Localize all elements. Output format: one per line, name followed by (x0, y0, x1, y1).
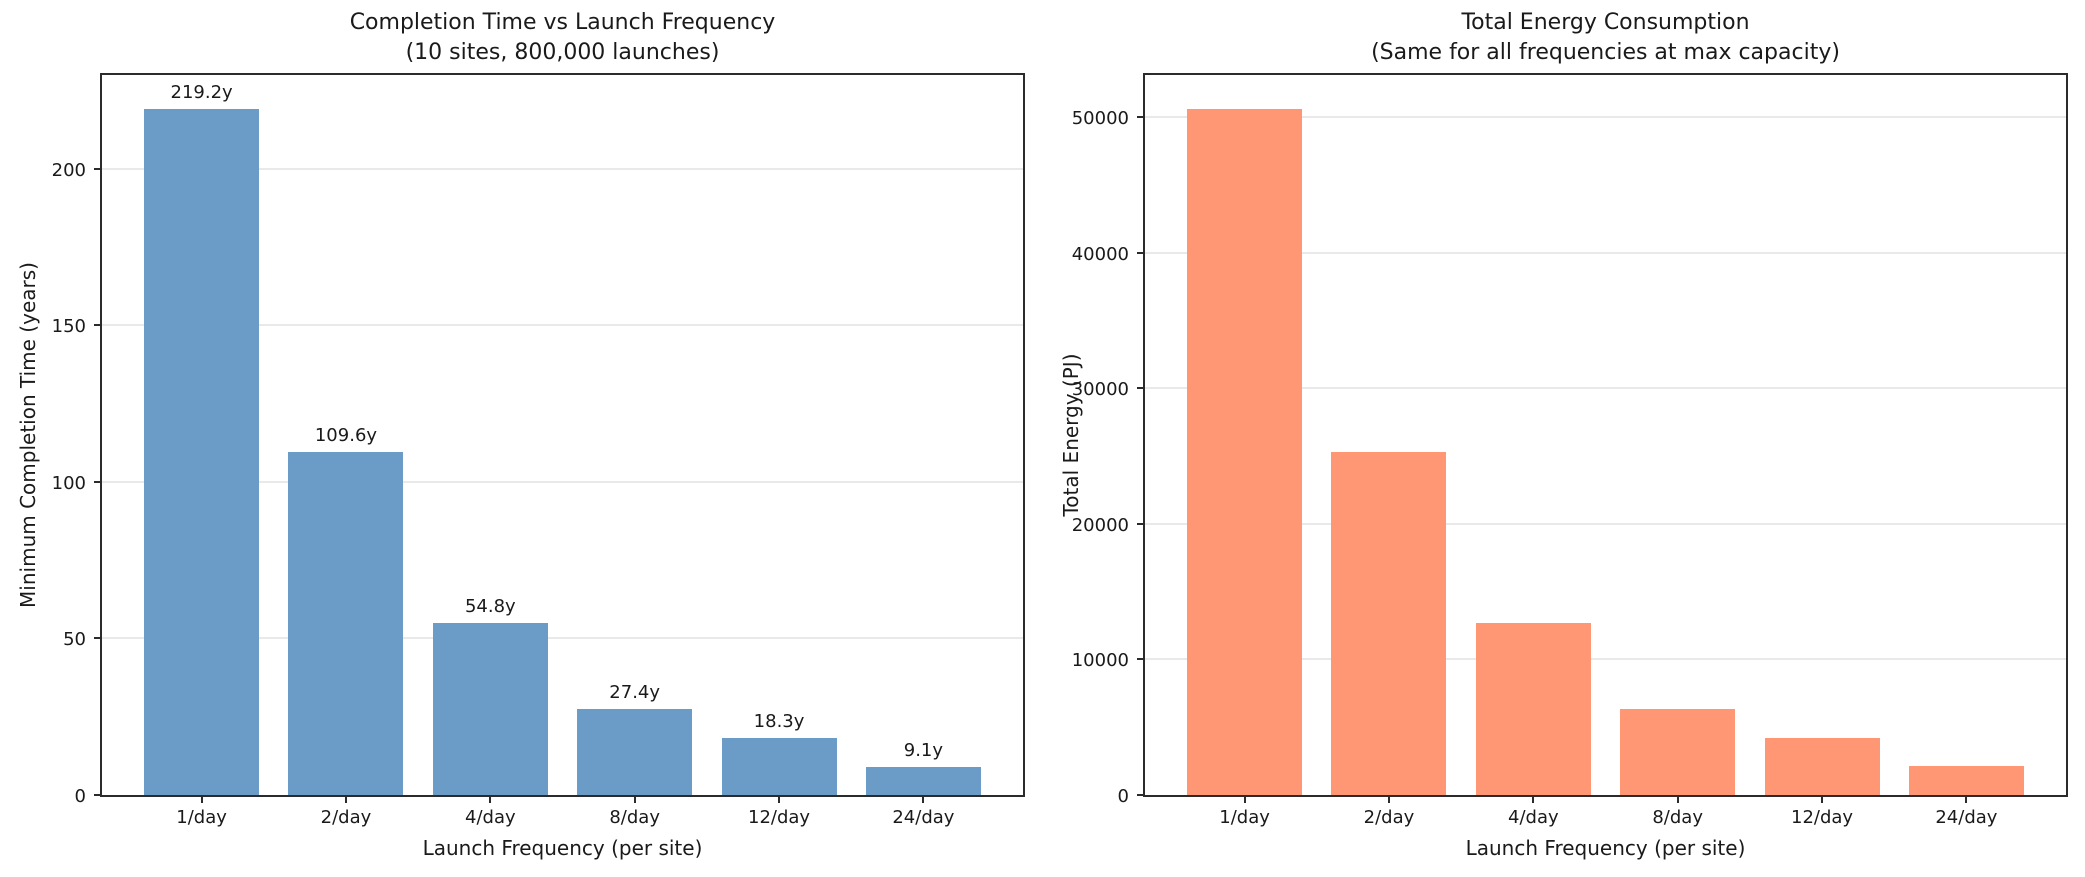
gridline (1145, 251, 2066, 254)
y-tick-label: 20000 (1071, 514, 1129, 536)
bar-value-label: 219.2y (170, 82, 233, 103)
bar (1909, 766, 2024, 795)
y-tick-label: 0 (1117, 786, 1129, 807)
bar-value-label: 109.6y (314, 425, 378, 446)
plot-area: 0 50 100 150 200 219.2y 1/day 109.6y 2/day 54.8y 4… (52, 73, 1025, 828)
y-tick-mark (1137, 387, 1145, 390)
y-axis-label: Minimum Completion Time (years) (16, 262, 40, 608)
x-tick-label: 24/day (1935, 807, 1998, 828)
x-tick-mark (633, 795, 636, 803)
x-tick-mark (922, 795, 925, 803)
bar (577, 709, 692, 795)
y-tick-label: 40000 (1071, 243, 1129, 265)
y-tick-mark (1137, 522, 1145, 525)
y-tick-mark (94, 637, 102, 640)
x-tick-mark (200, 795, 203, 803)
chart-completion-time: Completion Time vs Launch Frequency (10 … (0, 0, 1042, 877)
x-axis-label: Launch Frequency (per site) (422, 836, 703, 860)
y-tick-label: 150 (51, 316, 86, 338)
gridline (1145, 658, 2066, 661)
y-tick-label: 50000 (1071, 108, 1129, 130)
chart-title-line2: (Same for all frequencies at max capacit… (1371, 40, 1840, 65)
x-tick-label: 4/day (465, 807, 516, 828)
chart-title: Completion Time vs Launch Frequency (10 … (100, 8, 1025, 68)
bar-value-label: 54.8y (464, 596, 516, 617)
chart-total-energy: Total Energy Consumption (Same for all f… (1043, 0, 2085, 877)
gridline (1145, 522, 2066, 525)
x-tick-label: 1/day (1219, 807, 1270, 828)
gridline (1145, 387, 2066, 390)
x-tick-label: 8/day (609, 807, 660, 828)
x-tick-label: 12/day (1790, 807, 1854, 828)
bar (288, 452, 403, 795)
x-tick-mark (778, 795, 781, 803)
y-tick-label: 10000 (1071, 650, 1129, 672)
y-tick-label: 50 (63, 629, 86, 651)
x-tick-mark (1676, 795, 1679, 803)
y-tick-mark (1137, 116, 1145, 119)
bar (722, 738, 837, 795)
y-tick-mark (94, 480, 102, 483)
bar-value-label: 9.1y (903, 740, 944, 761)
bar (433, 623, 548, 795)
y-tick-mark (94, 794, 102, 796)
y-tick-mark (1137, 794, 1145, 796)
y-tick-label: 30000 (1071, 379, 1129, 401)
bar (866, 767, 981, 795)
y-tick-label: 200 (51, 159, 86, 181)
x-tick-mark (344, 795, 347, 803)
bar (1187, 109, 1302, 795)
bar (1620, 709, 1735, 795)
bar-value-label: 27.4y (609, 682, 661, 703)
y-axis-label: Total Energy (PJ) (1059, 353, 1083, 517)
y-tick-label: 0 (74, 786, 86, 807)
x-tick-label: 2/day (320, 807, 372, 828)
plot-area: 0 10000 20000 30000 40000 50000 1/day 2/day 4/da… (1072, 73, 2068, 828)
y-tick-label: 100 (51, 472, 86, 494)
bar (1476, 623, 1591, 795)
x-tick-mark (1387, 795, 1390, 803)
x-tick-label: 4/day (1508, 807, 1559, 828)
chart-title-line1: Completion Time vs Launch Frequency (349, 10, 776, 35)
x-tick-label: 8/day (1652, 807, 1703, 828)
y-tick-mark (94, 167, 102, 170)
chart-title-line2: (10 sites, 800,000 launches) (405, 40, 720, 65)
bar (144, 109, 259, 795)
x-tick-mark (489, 795, 492, 803)
x-tick-label: 24/day (892, 807, 955, 828)
gridline (102, 480, 1023, 483)
x-tick-label: 1/day (176, 807, 227, 828)
x-tick-mark (1243, 795, 1246, 803)
y-tick-mark (94, 324, 102, 327)
gridline (1145, 116, 2066, 119)
gridline (102, 637, 1023, 640)
x-tick-mark (1821, 795, 1824, 803)
x-tick-label: 12/day (747, 807, 811, 828)
bar (1331, 452, 1446, 795)
x-axis-label: Launch Frequency (per site) (1465, 836, 1746, 860)
chart-title-line1: Total Energy Consumption (1461, 10, 1750, 35)
chart-title: Total Energy Consumption (Same for all f… (1143, 8, 2068, 68)
y-tick-mark (1137, 658, 1145, 661)
x-tick-mark (1965, 795, 1968, 803)
bar (1765, 738, 1880, 795)
x-tick-label: 2/day (1363, 807, 1415, 828)
gridline (102, 324, 1023, 327)
x-tick-mark (1532, 795, 1535, 803)
bar-value-label: 18.3y (753, 711, 805, 732)
gridline (102, 167, 1023, 170)
y-tick-mark (1137, 251, 1145, 254)
